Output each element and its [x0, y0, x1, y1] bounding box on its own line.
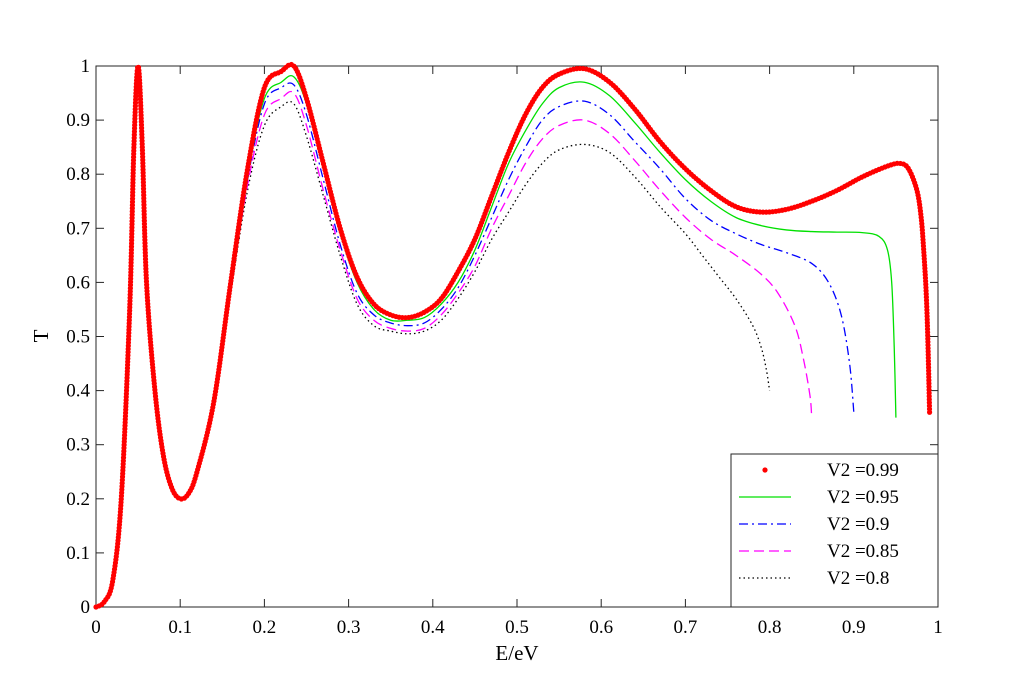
- x-tick-label: 0.4: [421, 617, 445, 638]
- series-0-markers: [93, 61, 933, 610]
- legend: V2 =0.99 V2 =0.95 V2 =0.9 V2 =0.85 V2 =0.8: [730, 453, 939, 608]
- x-tick-label: 0.9: [842, 617, 866, 638]
- x-tick-label: 0.7: [674, 617, 698, 638]
- y-tick-label: 0.5: [66, 327, 90, 348]
- legend-label: V2 =0.9: [827, 514, 889, 535]
- legend-label: V2 =0.95: [827, 487, 899, 508]
- x-tick-label: 0.3: [337, 617, 361, 638]
- x-tick-label: 0.6: [589, 617, 613, 638]
- y-tick-label: 0.1: [66, 543, 90, 564]
- x-tick-label: 0.2: [253, 617, 277, 638]
- y-tick-label: 0.7: [66, 218, 90, 239]
- x-axis-label: E/eV: [495, 641, 538, 665]
- legend-box: [730, 453, 939, 608]
- series-0-point: [926, 409, 933, 415]
- x-tick-label: 1: [933, 617, 943, 638]
- y-tick-label: 1: [81, 56, 91, 77]
- series-layer: [93, 61, 933, 610]
- legend-label: V2 =0.99: [827, 460, 899, 481]
- x-tick-label: 0.5: [505, 617, 529, 638]
- y-tick-label: 0.2: [66, 489, 90, 510]
- y-tick-label: 0.4: [66, 381, 90, 402]
- y-tick-label: 0.9: [66, 110, 90, 131]
- y-axis-label: T: [29, 329, 53, 342]
- legend-label: V2 =0.8: [827, 568, 889, 589]
- y-tick-label: 0.3: [66, 435, 90, 456]
- y-tick-label: 0.8: [66, 164, 90, 185]
- legend-swatch: [762, 467, 768, 473]
- series-2-line: [95, 76, 855, 608]
- x-tick-label: 0: [91, 617, 101, 638]
- x-tick-label: 0.8: [758, 617, 782, 638]
- y-tick-label: 0.6: [66, 272, 90, 293]
- legend-label: V2 =0.85: [827, 541, 899, 562]
- x-tick-label: 0.1: [168, 617, 192, 638]
- axis-ticks: 0 0.1 0.2 0.3 0.4 0.5 0.6 0.7 0.8 0.9 1 0 0.1 0.2 0.3 0…: [66, 56, 943, 638]
- y-tick-label: 0: [81, 597, 91, 618]
